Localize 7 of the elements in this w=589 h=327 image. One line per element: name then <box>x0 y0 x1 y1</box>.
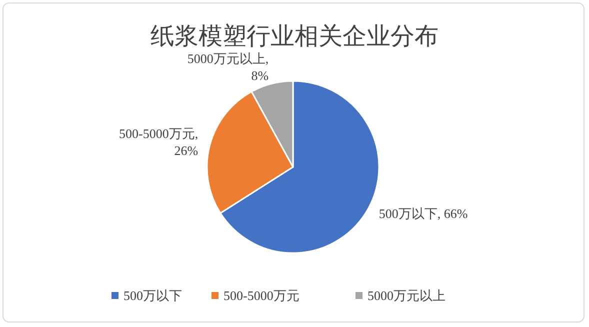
legend-label: 5000万元以上 <box>368 288 446 303</box>
chart-title: 纸浆模塑行业相关企业分布 <box>150 23 438 50</box>
legend-label: 500万以下 <box>124 288 182 303</box>
legend-label: 500-5000万元 <box>224 288 300 303</box>
data-label: 500-5000万元, 26% <box>118 126 198 158</box>
data-label: 5000万元以上, 8% <box>187 51 269 84</box>
data-label: 500万以下, 66% <box>378 206 468 222</box>
